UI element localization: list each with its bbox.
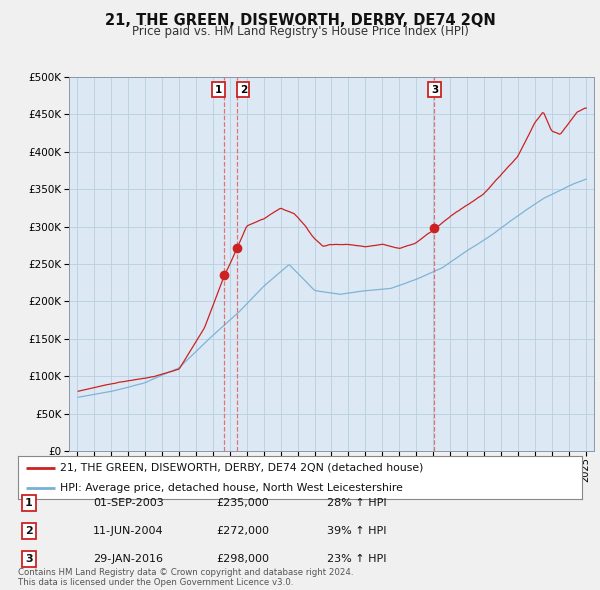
Text: 28% ↑ HPI: 28% ↑ HPI — [327, 498, 386, 507]
Text: 21, THE GREEN, DISEWORTH, DERBY, DE74 2QN (detached house): 21, THE GREEN, DISEWORTH, DERBY, DE74 2Q… — [60, 463, 424, 473]
Text: 11-JUN-2004: 11-JUN-2004 — [93, 526, 164, 536]
Text: £298,000: £298,000 — [216, 555, 269, 564]
Text: 3: 3 — [431, 85, 438, 95]
Text: 01-SEP-2003: 01-SEP-2003 — [93, 498, 164, 507]
Text: £272,000: £272,000 — [216, 526, 269, 536]
Text: 1: 1 — [25, 498, 32, 507]
Text: 2: 2 — [239, 85, 247, 95]
Text: 21, THE GREEN, DISEWORTH, DERBY, DE74 2QN: 21, THE GREEN, DISEWORTH, DERBY, DE74 2Q… — [104, 13, 496, 28]
Text: 29-JAN-2016: 29-JAN-2016 — [93, 555, 163, 564]
Text: £235,000: £235,000 — [216, 498, 269, 507]
Text: 23% ↑ HPI: 23% ↑ HPI — [327, 555, 386, 564]
Text: 1: 1 — [215, 85, 222, 95]
Text: Price paid vs. HM Land Registry's House Price Index (HPI): Price paid vs. HM Land Registry's House … — [131, 25, 469, 38]
Text: 39% ↑ HPI: 39% ↑ HPI — [327, 526, 386, 536]
Text: 2: 2 — [25, 526, 32, 536]
Text: HPI: Average price, detached house, North West Leicestershire: HPI: Average price, detached house, Nort… — [60, 483, 403, 493]
Text: Contains HM Land Registry data © Crown copyright and database right 2024.: Contains HM Land Registry data © Crown c… — [18, 568, 353, 577]
Text: 3: 3 — [25, 555, 32, 564]
Text: This data is licensed under the Open Government Licence v3.0.: This data is licensed under the Open Gov… — [18, 578, 293, 587]
